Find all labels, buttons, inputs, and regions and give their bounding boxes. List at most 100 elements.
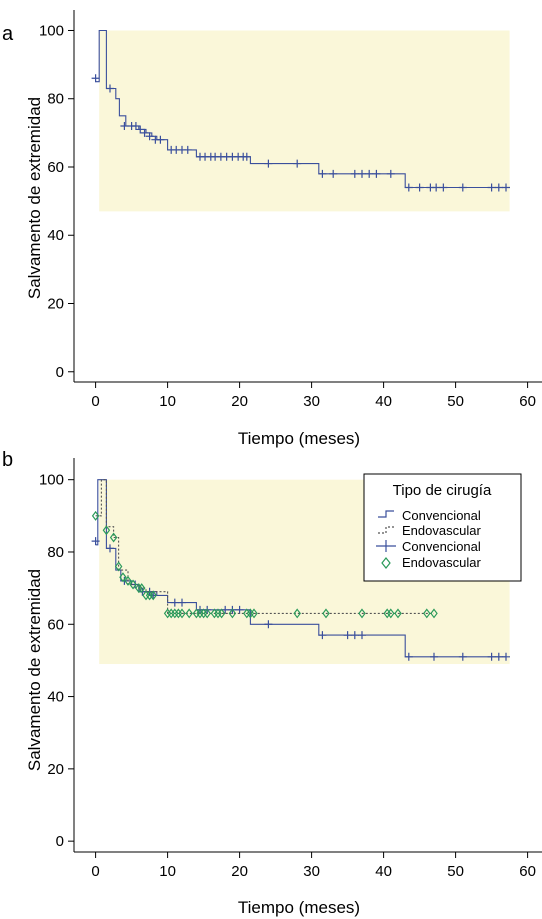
legend-entry-1: Convencional <box>402 508 481 523</box>
censor-mark-cross <box>140 128 149 137</box>
censor-mark-diamond <box>228 608 237 619</box>
x-tick-label: 30 <box>303 393 320 410</box>
x-axis-label: Tiempo (meses) <box>238 898 360 917</box>
censor-mark-cross <box>156 135 165 144</box>
censor-mark-cross <box>372 169 381 178</box>
censor-mark-cross <box>106 84 114 93</box>
censor-mark-cross <box>318 169 327 178</box>
censor-mark-cross <box>145 132 154 141</box>
panel-a: a 0 20 40 60 80 100 0 10 20 30 40 50 60 Tiempo (mese… <box>2 10 542 448</box>
censor-mark-cross <box>415 183 424 192</box>
x-tick-label: 50 <box>447 863 464 880</box>
legend: Tipo de cirugía Convencional Endovascula… <box>363 473 522 582</box>
x-tick-label: 20 <box>231 393 248 410</box>
x-tick-label: 50 <box>447 393 464 410</box>
y-tick-label: 40 <box>47 689 64 706</box>
censor-mark-cross <box>235 605 244 614</box>
legend-entry-3: Convencional <box>402 539 481 554</box>
x-tick-label: 60 <box>519 863 536 880</box>
censor-mark-cross <box>404 652 413 661</box>
censor-mark-diamond <box>137 583 146 594</box>
y-tick-label: 20 <box>47 296 64 313</box>
panel-b: b 0 20 40 60 80 100 0 10 20 30 40 50 60 Tipo de ciru… <box>2 449 542 917</box>
censor-mark-cross <box>136 125 145 134</box>
censor-mark-cross <box>329 169 338 178</box>
censor-mark-diamond <box>149 590 157 601</box>
censor-mark-cross <box>91 74 100 83</box>
legend-line-endovascular-icon <box>378 526 394 534</box>
legend-censor-diamond-icon <box>381 557 391 569</box>
censor-mark-cross <box>494 183 503 192</box>
censor-mark-cross <box>264 159 273 168</box>
censor-mark-cross <box>494 652 503 661</box>
censor-mark-diamond <box>203 608 211 619</box>
legend-entry-4: Endovascular <box>402 555 481 570</box>
x-axis-label: Tiempo (meses) <box>238 429 360 448</box>
censor-mark-cross <box>458 652 467 661</box>
censor-mark-cross <box>365 169 374 178</box>
censor-mark-diamond <box>91 510 100 521</box>
y-tick-label: 20 <box>47 761 64 778</box>
legend-line-convencional-icon <box>378 510 394 518</box>
censor-mark-cross <box>358 631 366 640</box>
censor-mark-cross <box>358 169 366 178</box>
series-group <box>91 29 510 192</box>
censor-mark-diamond <box>135 583 143 594</box>
censor-mark-diamond <box>217 608 226 619</box>
censor-mark-cross <box>458 183 467 192</box>
censor-mark-diamond <box>322 608 330 619</box>
censor-mark-cross <box>242 152 251 161</box>
censor-mark-diamond <box>129 579 137 590</box>
censor-mark-cross <box>343 631 352 640</box>
y-axis-label: Salvamento de extremidad <box>25 97 44 299</box>
x-tick-label: 0 <box>91 393 99 410</box>
censor-mark-cross <box>432 183 441 192</box>
x-tick-label: 20 <box>231 863 248 880</box>
censor-mark-cross <box>487 652 496 661</box>
y-tick-label: 100 <box>39 22 64 39</box>
censor-mark-cross <box>350 169 359 178</box>
panel-a-letter: a <box>2 23 14 45</box>
y-tick-label: 0 <box>56 364 64 381</box>
censor-mark-cross <box>293 159 302 168</box>
censor-mark-cross <box>430 652 438 661</box>
x-tick-label: 30 <box>303 863 320 880</box>
censor-mark-diamond <box>119 572 127 583</box>
censor-mark-cross <box>439 183 448 192</box>
censor-mark-cross <box>106 544 114 553</box>
axes: 0 20 40 60 80 100 0 10 20 30 40 50 60 <box>39 10 542 410</box>
y-tick-label: 60 <box>47 616 64 633</box>
censor-mark-diamond <box>358 608 366 619</box>
censor-mark-cross <box>170 598 179 607</box>
y-tick-label: 40 <box>47 227 64 244</box>
censor-mark-cross <box>404 183 413 192</box>
x-tick-label: 60 <box>519 393 536 410</box>
y-tick-label: 80 <box>47 544 64 561</box>
censor-mark-diamond <box>185 608 193 619</box>
censor-mark-cross <box>183 145 192 154</box>
censor-mark-diamond <box>109 532 118 543</box>
censor-mark-cross <box>264 620 273 629</box>
censor-mark-diamond <box>423 608 431 619</box>
x-tick-label: 40 <box>375 393 392 410</box>
censor-mark-cross <box>91 537 100 546</box>
censor-mark-cross <box>131 122 140 131</box>
censor-mark-cross <box>318 631 327 640</box>
censor-mark-diamond <box>178 608 186 619</box>
legend-title: Tipo de cirugía <box>393 482 492 499</box>
x-tick-label: 0 <box>91 863 99 880</box>
x-tick-label: 10 <box>159 393 176 410</box>
censor-mark-diamond <box>114 561 123 572</box>
axes: 0 20 40 60 80 100 0 10 20 30 40 50 60 <box>39 458 542 880</box>
censor-mark-diamond <box>387 608 395 619</box>
x-tick-label: 10 <box>159 863 176 880</box>
y-tick-label: 100 <box>39 472 64 489</box>
y-tick-label: 80 <box>47 91 64 108</box>
legend-entry-2: Endovascular <box>402 523 481 538</box>
censor-mark-cross <box>502 652 510 661</box>
series-group <box>91 479 510 661</box>
censor-mark-diamond <box>293 608 301 619</box>
censor-mark-diamond <box>394 608 402 619</box>
y-tick-label: 60 <box>47 159 64 176</box>
